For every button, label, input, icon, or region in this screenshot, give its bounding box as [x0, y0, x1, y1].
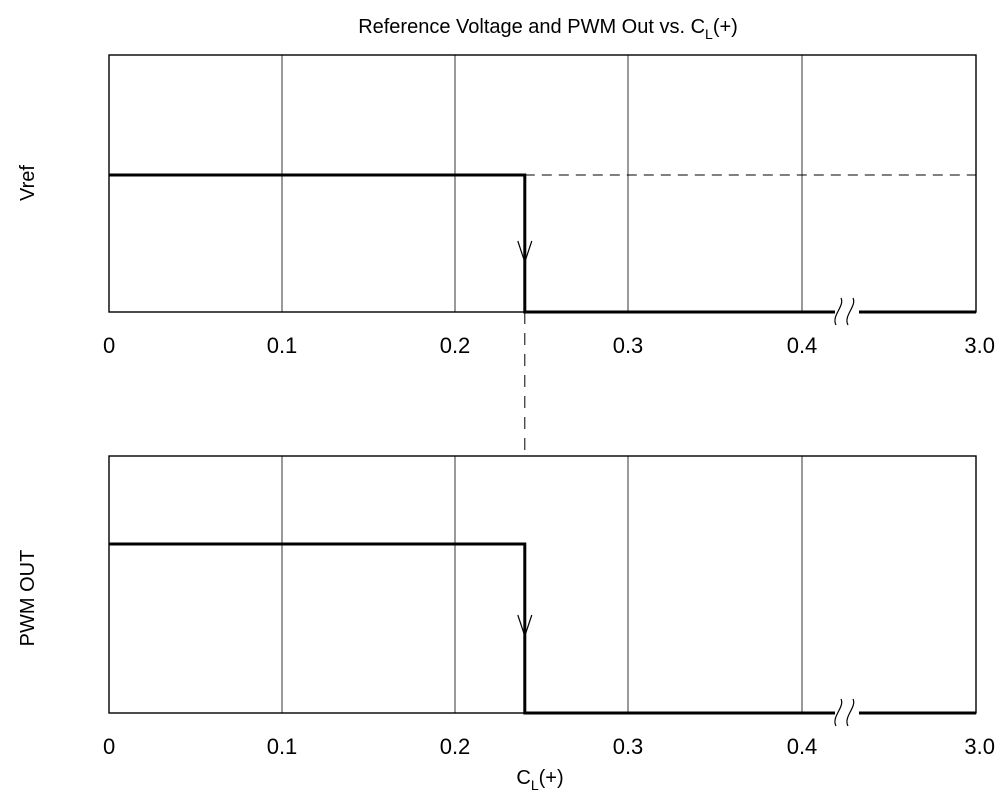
plot-frame: [108, 54, 977, 313]
x-tick-label: 0.3: [613, 734, 644, 759]
transition-arrow: [517, 614, 533, 638]
axis-break-mark: [834, 297, 843, 326]
x-tick-label: 0.3: [613, 333, 644, 358]
chart-title-suffix: (+): [713, 16, 738, 38]
x-tick-label: 0.2: [440, 734, 471, 759]
series-line: [109, 542, 976, 715]
panel-vref: 0 0.1 0.2 0.3 0.4 3.0 Vref: [17, 54, 995, 358]
series-line: [109, 173, 976, 314]
chart-title-main: Reference Voltage and PWM Out vs. C: [358, 16, 705, 38]
x-axis-label: CL(+): [516, 767, 563, 793]
transition-arrow: [517, 240, 533, 264]
x-tick-label: 3.0: [964, 734, 995, 759]
x-tick-label: 0.2: [440, 333, 471, 358]
y-axis-label: PWM OUT: [17, 550, 39, 647]
x-tick-label: 3.0: [964, 333, 995, 358]
x-tick-label: 0.1: [267, 333, 298, 358]
axis-break-mark: [846, 297, 855, 326]
x-tick-label: 0.4: [787, 333, 818, 358]
axis-break-mark: [846, 698, 855, 727]
x-tick-label: 0: [103, 333, 115, 358]
axis-break-gap: [835, 708, 859, 718]
x-axis-label-sub: L: [531, 777, 539, 793]
y-axis-label: Vref: [17, 165, 39, 201]
chart-title: Reference Voltage and PWM Out vs. CL(+): [358, 16, 738, 42]
panel-pwm-out: 0 0.1 0.2 0.3 0.4 3.0 PWM OUT: [17, 455, 995, 759]
x-tick-label: 0.1: [267, 734, 298, 759]
plot-frame: [108, 455, 977, 714]
axis-break-mark: [834, 698, 843, 727]
x-axis-label-main: C: [516, 767, 530, 789]
x-tick-label: 0: [103, 734, 115, 759]
x-axis-label-suffix: (+): [539, 767, 564, 789]
chart-title-sub: L: [705, 26, 713, 42]
axis-break-gap: [835, 307, 859, 317]
x-tick-label: 0.4: [787, 734, 818, 759]
